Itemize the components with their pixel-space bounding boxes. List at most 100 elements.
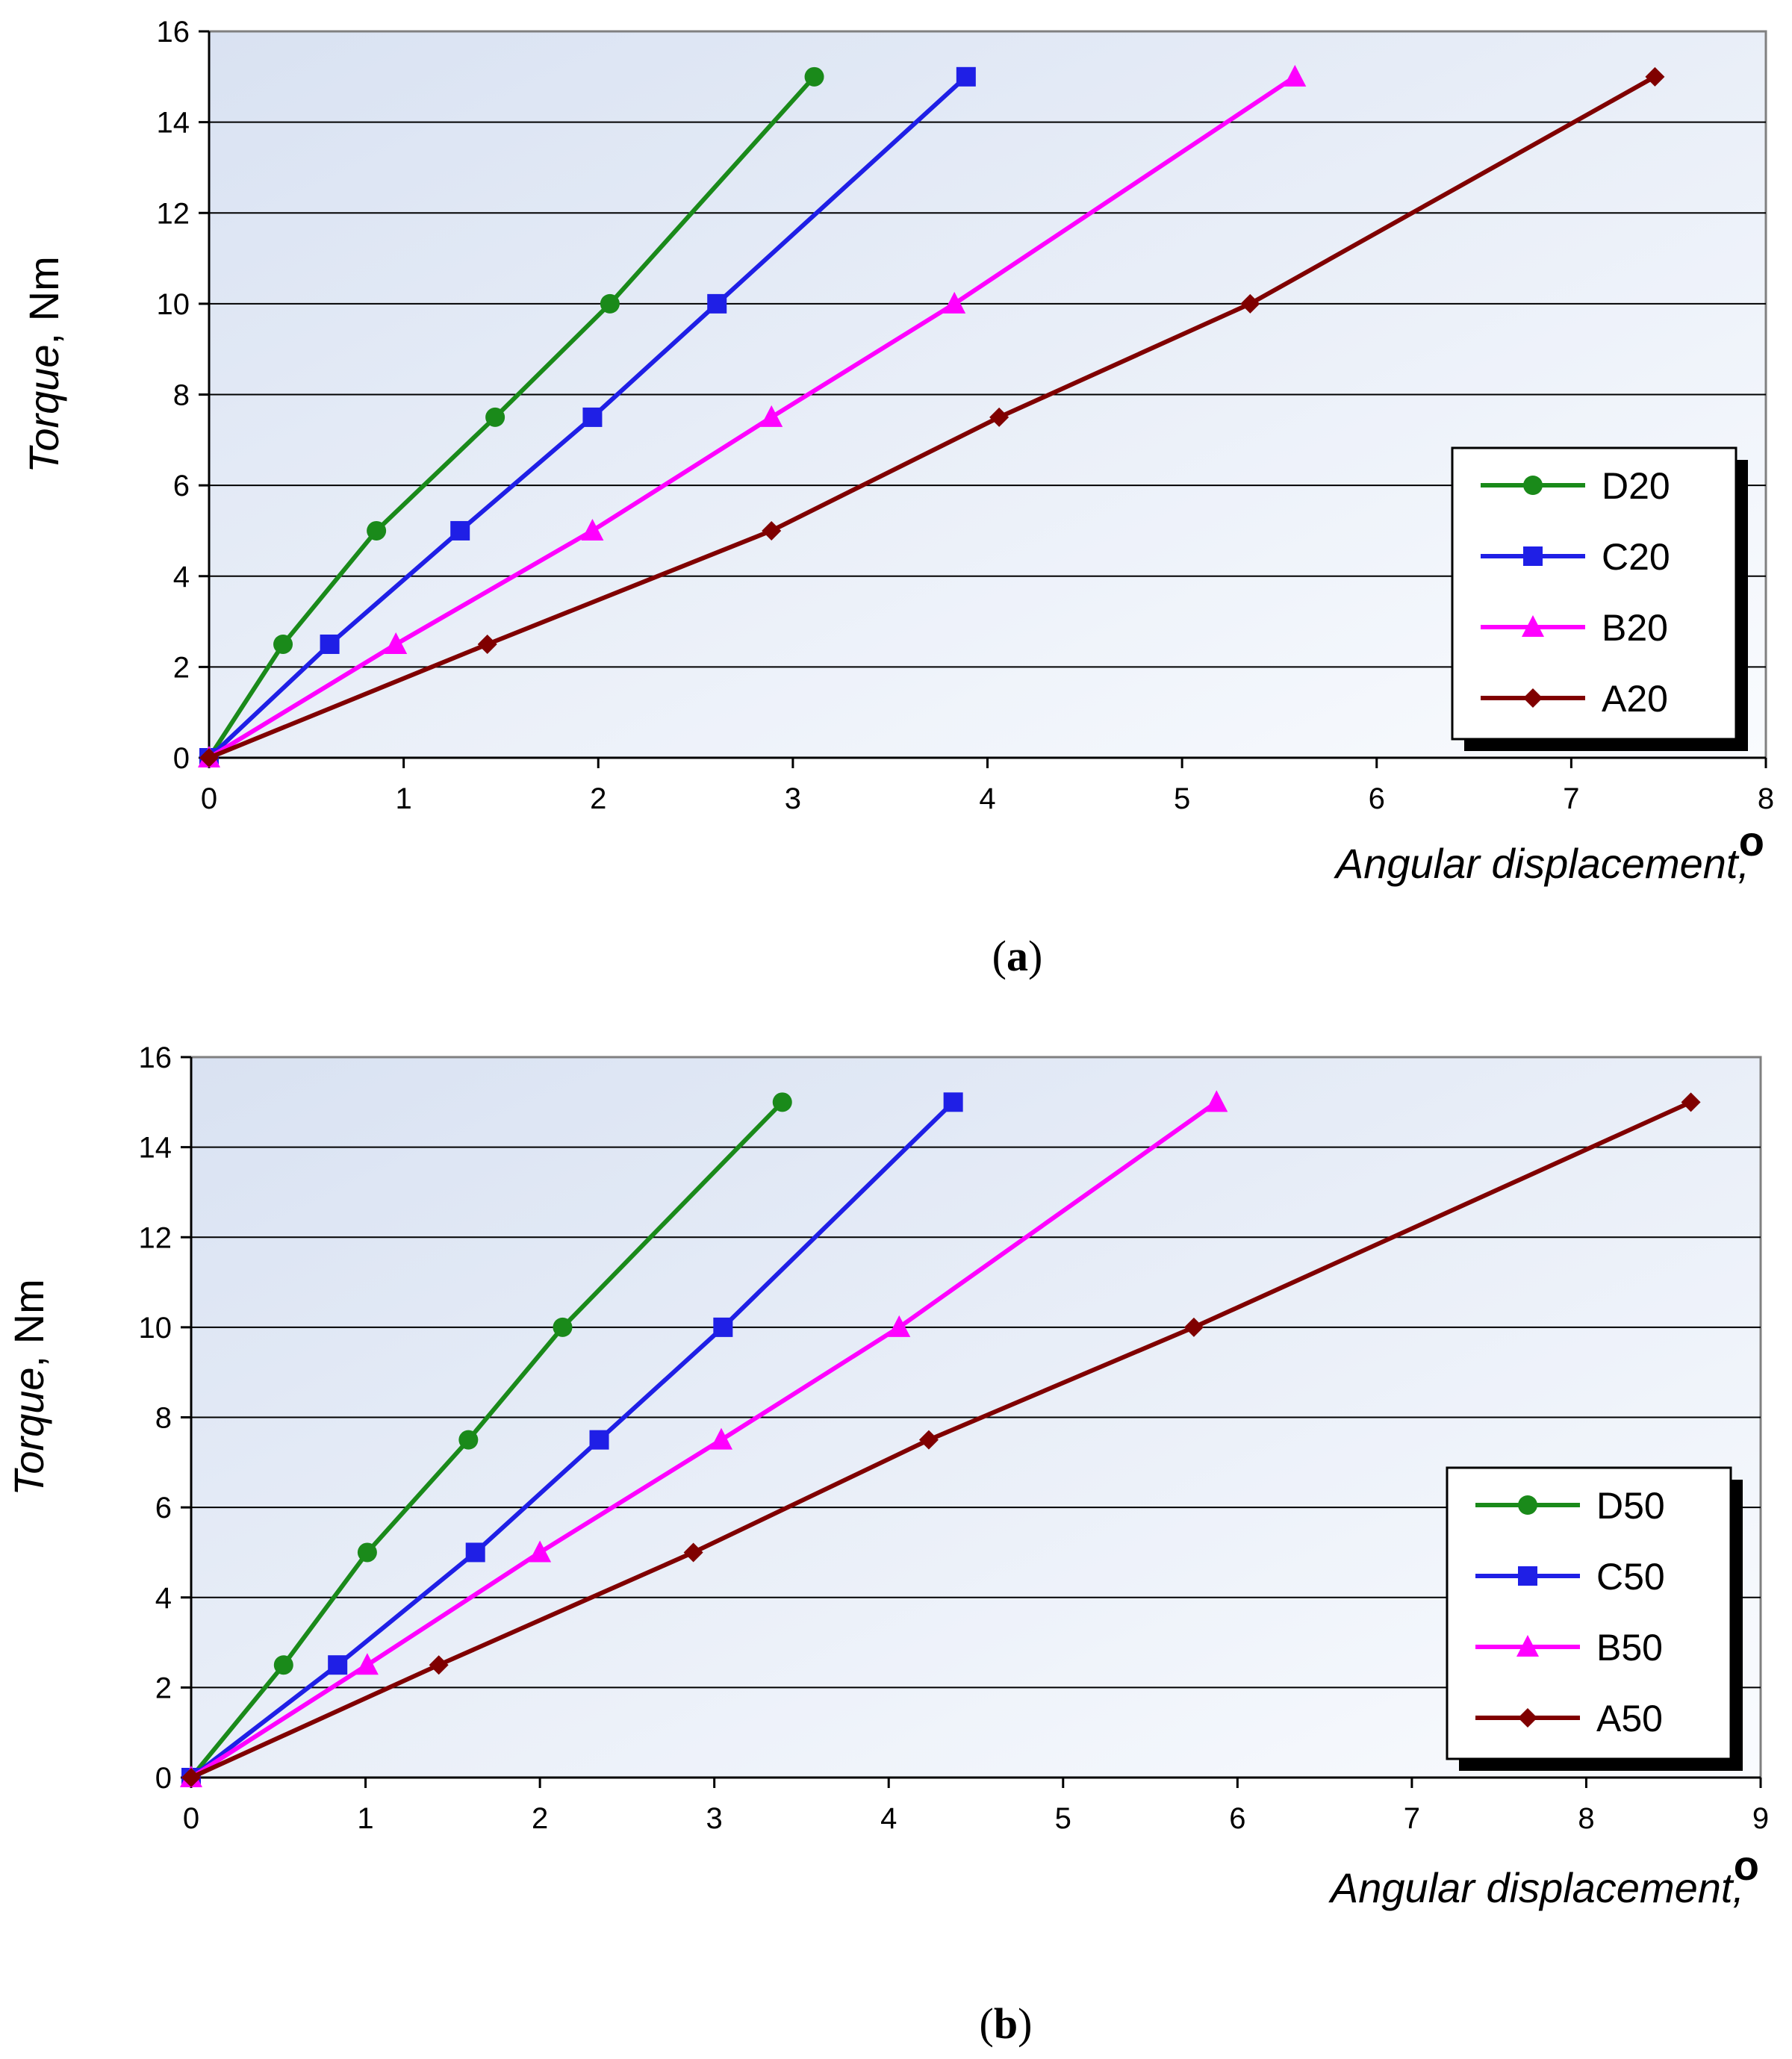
data-point-D50 [458,1430,479,1450]
series-line-A20 [208,75,1656,760]
x-tick-label: 7 [1404,1802,1420,1835]
x-tick-label: 1 [357,1802,373,1835]
legend: D50 C50 B50 A50 [1446,1466,1743,1771]
legend-marker-C20 [1523,546,1543,566]
data-point-B20 [943,291,966,314]
series-A50 [181,1092,1701,1787]
series-line-C20 [207,75,968,760]
x-tick-label: 0 [201,782,217,815]
legend-label-A50: A50 [1596,1698,1663,1739]
y-tick-label: 12 [139,1221,172,1254]
data-point-B50 [355,1653,379,1675]
legend-box [1446,1466,1732,1760]
data-point-B50 [1205,1090,1228,1112]
legend-marker-D50 [1518,1495,1537,1515]
legend-marker-C50 [1518,1566,1537,1586]
y-tick-label: 2 [155,1672,172,1704]
data-point-B20 [581,518,604,541]
x-axis-title: Angular displacement, [1328,1864,1744,1911]
series-line-B50 [190,1100,1219,1780]
y-tick-label: 16 [157,16,190,49]
data-point-A50 [683,1542,703,1563]
x-axis-unit: o [1734,1842,1759,1889]
data-point-B20 [385,632,408,654]
data-point-A20 [989,407,1009,427]
data-point-D50 [772,1092,792,1112]
data-point-A20 [1645,66,1665,87]
data-point-D50 [357,1542,377,1563]
data-point-A50 [181,1768,201,1787]
series-line-D50 [189,1100,784,1779]
data-point-D20 [804,66,824,87]
legend: D20 C20 B20 A20 [1451,446,1748,751]
y-tick-label: 4 [155,1582,172,1615]
y-tick-label: 0 [155,1762,172,1795]
legend-label-C20: C20 [1602,536,1670,578]
data-point-B50 [529,1540,552,1563]
data-point-A50 [1681,1092,1701,1112]
x-tick-label: 5 [1055,1802,1071,1835]
y-axis-title: Torque, Nm [5,1279,52,1496]
y-tick-label: 8 [155,1402,172,1435]
data-point-C50 [713,1317,733,1337]
x-tick-label: 4 [979,782,995,815]
data-point-A20 [1240,293,1260,314]
data-point-A50 [1183,1317,1204,1337]
x-axis-title: Angular displacement, [1334,840,1749,887]
panel-caption: (a) [992,932,1043,980]
x-tick-label: 6 [1229,1802,1245,1835]
data-point-A50 [429,1655,449,1675]
data-point-C20 [956,66,976,87]
y-tick-label: 4 [173,561,190,594]
data-point-C50 [465,1542,485,1563]
legend-label-C50: C50 [1596,1556,1665,1598]
y-axis-title: Torque, Nm [20,256,67,473]
data-point-C50 [328,1655,348,1675]
x-tick-label: 9 [1752,1802,1769,1835]
data-point-D50 [553,1317,573,1337]
x-tick-label: 6 [1369,782,1385,815]
data-point-C20 [320,634,340,654]
legend-label-B20: B20 [1602,607,1668,649]
y-tick-label: 12 [157,197,190,230]
x-tick-label: 2 [590,782,606,815]
legend-label-D20: D20 [1602,465,1670,507]
series-A20 [199,66,1665,767]
data-point-D20 [485,407,505,427]
data-point-B50 [710,1427,733,1450]
x-tick-label: 7 [1563,782,1579,815]
data-point-D20 [600,293,620,314]
panel-caption: (b) [980,1999,1033,2048]
series-line-B20 [208,75,1296,760]
x-tick-label: 3 [706,1802,723,1835]
series-line-A50 [190,1100,1692,1780]
legend-marker-B50 [1516,1635,1539,1657]
legend-label-D50: D50 [1596,1485,1665,1527]
data-point-C20 [450,520,470,541]
x-tick-label: 5 [1174,782,1190,815]
x-tick-label: 0 [183,1802,199,1835]
x-tick-label: 1 [396,782,412,815]
legend-box [1451,446,1737,741]
legend-marker-A50 [1518,1708,1537,1728]
data-point-A20 [477,634,497,654]
series-line-D20 [207,75,816,759]
y-tick-label: 6 [173,470,190,502]
x-tick-label: 2 [532,1802,548,1835]
data-point-C50 [589,1430,609,1450]
x-tick-label: 4 [880,1802,897,1835]
data-point-A20 [762,520,782,541]
y-tick-label: 14 [157,107,190,140]
series-line-C50 [190,1100,955,1780]
y-tick-label: 14 [139,1132,172,1165]
data-point-B20 [1284,64,1307,87]
legend-label-A20: A20 [1602,678,1668,720]
y-tick-label: 8 [173,379,190,412]
y-tick-label: 16 [139,1041,172,1074]
x-tick-label: 8 [1578,1802,1594,1835]
legend-marker-A20 [1523,688,1543,708]
data-point-A50 [918,1430,939,1450]
